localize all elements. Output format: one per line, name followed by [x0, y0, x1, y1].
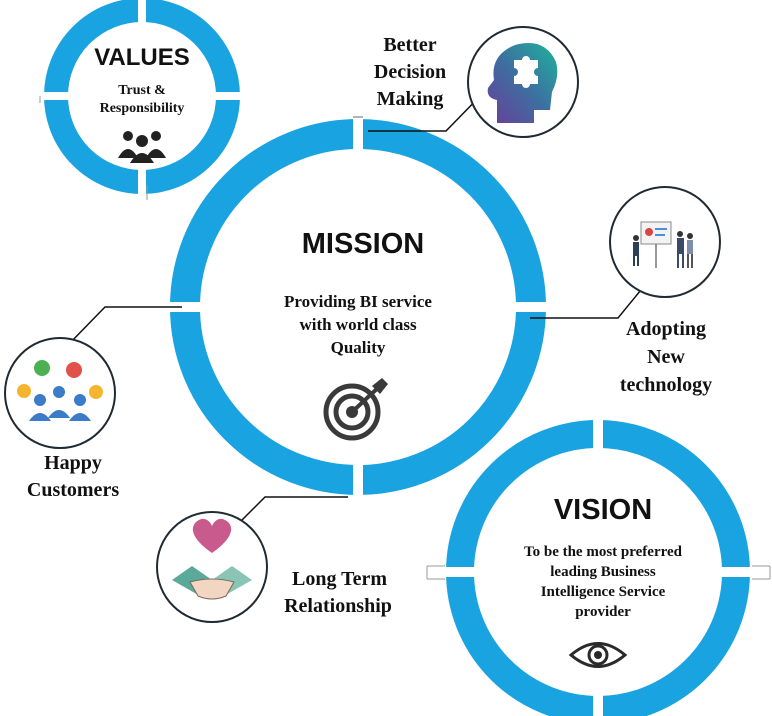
happy-customers-line-2: Customers: [26, 479, 120, 501]
values-ring: [39, 0, 244, 200]
better-decision-line-3: Making: [376, 88, 444, 110]
mission-title: MISSION: [301, 228, 425, 260]
values-title: VALUES: [94, 44, 190, 71]
long-term-line-2: Relationship: [284, 595, 392, 617]
vision-line-1: To be the most preferred: [523, 544, 683, 560]
handshake-heart-icon: [172, 518, 252, 600]
connector-adopting-tech: [530, 284, 646, 319]
values-line-1: Trust &: [118, 83, 166, 98]
adopting-tech-line-2: New: [647, 346, 685, 368]
happy-customers-line-1: Happy: [44, 452, 102, 474]
puzzle-head-icon: [487, 43, 558, 123]
vision-line-2: leading Business: [550, 564, 656, 580]
vision-ring: [426, 420, 771, 716]
long-term-line-1: Long Term: [291, 568, 388, 590]
long-term-circle: [156, 511, 268, 623]
adopting-tech-line-1: Adopting: [625, 318, 707, 340]
mission-line-3: Quality: [330, 338, 386, 357]
vision-line-3: Intelligence Service: [540, 584, 666, 600]
values-line-2: Responsibility: [99, 101, 185, 116]
connectors: [66, 87, 646, 523]
eye-icon: [568, 642, 628, 668]
adopting-tech-line-3: technology: [619, 374, 713, 396]
connector-long-term: [239, 496, 348, 523]
mission-line-2: with world class: [299, 315, 417, 334]
better-decision-line-2: Decision: [373, 61, 447, 83]
better-decision-line-1: Better: [383, 34, 437, 56]
connector-happy-customers: [66, 306, 182, 347]
mission-ring: [168, 116, 548, 498]
mission-line-1: Providing BI service: [284, 292, 432, 311]
target-icon: [323, 378, 388, 441]
vision-title: VISION: [553, 494, 653, 526]
people-group-icon: [118, 131, 166, 163]
customer-feedback-icon: [17, 360, 103, 421]
vision-line-4: provider: [575, 604, 631, 620]
presentation-icon: [633, 221, 693, 268]
